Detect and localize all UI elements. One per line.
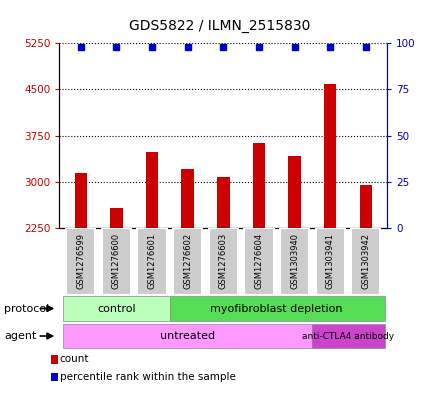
Text: GSM1276602: GSM1276602: [183, 233, 192, 289]
Bar: [288, 156, 301, 228]
Text: anti-CTLA4 antibody: anti-CTLA4 antibody: [302, 332, 394, 340]
Bar: [51, 355, 59, 364]
Bar: [74, 173, 87, 228]
FancyBboxPatch shape: [244, 228, 274, 295]
FancyBboxPatch shape: [209, 228, 238, 295]
Text: agent: agent: [4, 331, 37, 341]
Text: count: count: [60, 354, 89, 364]
Bar: [181, 169, 194, 228]
Text: GSM1276599: GSM1276599: [76, 233, 85, 289]
Bar: [324, 84, 337, 228]
FancyBboxPatch shape: [66, 228, 95, 295]
FancyBboxPatch shape: [63, 296, 170, 321]
FancyBboxPatch shape: [137, 228, 167, 295]
Bar: [359, 185, 372, 228]
FancyBboxPatch shape: [102, 228, 131, 295]
Text: control: control: [97, 303, 136, 314]
Text: untreated: untreated: [160, 331, 215, 341]
Text: GDS5822 / ILMN_2515830: GDS5822 / ILMN_2515830: [129, 19, 311, 33]
Bar: [110, 208, 123, 228]
Text: GSM1276604: GSM1276604: [254, 233, 264, 289]
FancyBboxPatch shape: [351, 228, 381, 295]
Text: myofibroblast depletion: myofibroblast depletion: [210, 303, 343, 314]
Text: percentile rank within the sample: percentile rank within the sample: [60, 372, 236, 382]
Text: GSM1276600: GSM1276600: [112, 233, 121, 289]
Bar: [51, 373, 59, 381]
Text: protocol: protocol: [4, 303, 50, 314]
FancyBboxPatch shape: [63, 324, 312, 348]
Text: GSM1276603: GSM1276603: [219, 233, 228, 290]
Text: GSM1303941: GSM1303941: [326, 233, 335, 289]
Text: GSM1303942: GSM1303942: [361, 233, 370, 289]
FancyBboxPatch shape: [170, 296, 385, 321]
FancyBboxPatch shape: [280, 228, 309, 295]
FancyBboxPatch shape: [312, 324, 385, 348]
Bar: [253, 143, 265, 228]
FancyBboxPatch shape: [173, 228, 202, 295]
Text: GSM1303940: GSM1303940: [290, 233, 299, 289]
Bar: [217, 177, 230, 228]
FancyBboxPatch shape: [315, 228, 345, 295]
Text: GSM1276601: GSM1276601: [147, 233, 157, 289]
Bar: [146, 152, 158, 228]
